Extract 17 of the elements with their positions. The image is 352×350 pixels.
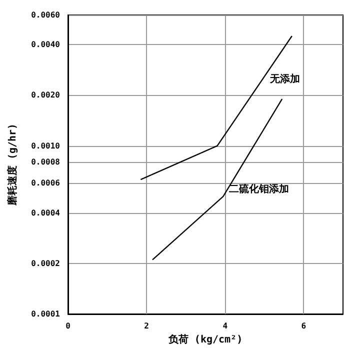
y-tick-label: 0.0006 bbox=[31, 178, 60, 188]
y-tick-label: 0.0060 bbox=[31, 10, 60, 20]
y-axis-title: 磨耗速度 (g/hr) bbox=[6, 123, 18, 207]
y-tick-label: 0.0001 bbox=[31, 310, 60, 318]
x-tick-label: 2 bbox=[144, 322, 150, 330]
y-tick-label: 0.0010 bbox=[31, 141, 60, 150]
x-tick-label: 4 bbox=[222, 322, 228, 330]
x-tick-label: 0 bbox=[66, 322, 71, 330]
series-label: 二硫化钼添加 bbox=[229, 182, 290, 195]
series-label: 无添加 bbox=[268, 72, 300, 85]
x-axis-title: 负荷 (kg/cm²) bbox=[167, 333, 243, 346]
y-tick-label: 0.0040 bbox=[31, 40, 60, 50]
x-tick-label: 6 bbox=[301, 322, 306, 330]
y-tick-label: 0.0002 bbox=[31, 258, 60, 268]
y-tick-label: 0.0020 bbox=[31, 90, 60, 100]
y-tick-label: 0.0004 bbox=[31, 208, 60, 218]
y-tick-label: 0.0008 bbox=[31, 158, 60, 167]
